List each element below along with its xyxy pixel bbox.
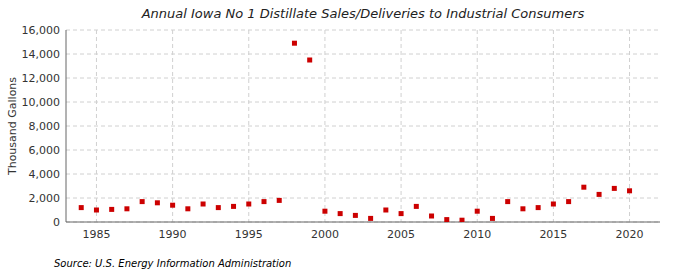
point: [292, 41, 297, 46]
x-grid-line: [96, 30, 97, 222]
x-grid-line: [553, 30, 554, 222]
y-grid-line: [66, 174, 660, 175]
x-tick-label: 2015: [539, 228, 567, 241]
point: [475, 209, 480, 214]
y-tick-label: 10,000: [22, 96, 61, 109]
x-tick-label: 1995: [235, 228, 263, 241]
y-tick-label: 12,000: [22, 72, 61, 85]
y-grid-line: [66, 78, 660, 79]
point: [566, 199, 571, 204]
point: [414, 204, 419, 209]
x-tick-label: 1985: [82, 228, 110, 241]
y-tick-label: 14,000: [22, 48, 61, 61]
x-tick-label: 1990: [159, 228, 187, 241]
point: [612, 186, 617, 191]
point: [520, 206, 525, 211]
y-grid-line: [66, 30, 660, 31]
point: [444, 217, 449, 222]
point: [490, 216, 495, 221]
y-tick-label: 8,000: [29, 120, 61, 133]
x-tick-label: 2000: [311, 228, 339, 241]
point: [124, 206, 129, 211]
y-axis-line: [66, 30, 67, 222]
y-grid-line: [66, 102, 660, 103]
point: [429, 214, 434, 219]
x-grid-line: [401, 30, 402, 222]
y-axis-label: Thousand Gallons: [6, 77, 19, 176]
point: [505, 199, 510, 204]
x-tick-label: 2010: [463, 228, 491, 241]
x-grid-line: [172, 30, 173, 222]
point: [246, 202, 251, 207]
x-grid-line: [248, 30, 249, 222]
axes: 0 2,000 4,000 6,000 8,000 10,000 12,000 14,000 1…: [22, 24, 661, 241]
point: [536, 205, 541, 210]
grid: [66, 30, 660, 222]
point: [551, 202, 556, 207]
x-grid-line: [477, 30, 478, 222]
point: [581, 185, 586, 190]
point: [277, 198, 282, 203]
point: [399, 211, 404, 216]
source-note: Source: U.S. Energy Information Administ…: [54, 258, 291, 269]
y-grid-line: [66, 126, 660, 127]
y-tick-label: 2,000: [29, 192, 61, 205]
y-tick-label: 0: [53, 216, 60, 229]
point: [322, 209, 327, 214]
x-grid-line: [324, 30, 325, 222]
x-tick-label: 2005: [387, 228, 415, 241]
y-grid-line: [66, 222, 660, 223]
point: [201, 202, 206, 207]
point: [460, 218, 465, 222]
point: [368, 216, 373, 221]
point: [338, 211, 343, 216]
points: [79, 41, 632, 222]
point: [109, 207, 114, 212]
y-grid-line: [66, 198, 660, 199]
point: [140, 199, 145, 204]
point: [185, 206, 190, 211]
point: [79, 205, 84, 210]
x-axis-line: [66, 222, 660, 223]
point: [627, 188, 632, 193]
point: [155, 200, 160, 205]
point: [170, 203, 175, 208]
point: [216, 205, 221, 210]
point: [262, 199, 267, 204]
point: [383, 208, 388, 213]
x-tick-label: 2020: [616, 228, 644, 241]
point: [231, 204, 236, 209]
y-grid-line: [66, 150, 660, 151]
point: [94, 208, 99, 213]
point: [597, 192, 602, 197]
point: [353, 213, 358, 218]
y-tick-label: 16,000: [22, 24, 61, 37]
chart: 0 2,000 4,000 6,000 8,000 10,000 12,000 14,000 1…: [0, 0, 675, 275]
y-grid-line: [66, 54, 660, 55]
title: Annual Iowa No 1 Distillate Sales/Delive…: [141, 6, 585, 21]
y-tick-label: 6,000: [29, 144, 61, 157]
y-tick-label: 4,000: [29, 168, 61, 181]
point: [307, 58, 312, 63]
